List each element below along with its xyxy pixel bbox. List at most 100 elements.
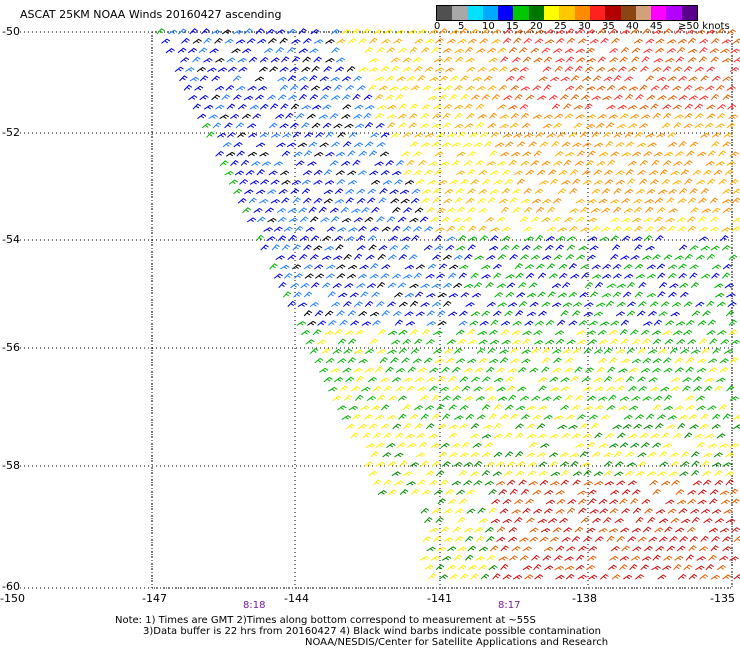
wind-barb [668,208,678,214]
wind-barb [619,442,629,448]
wind-barb [421,329,431,336]
wind-barb [691,516,700,524]
wind-barb [531,216,540,223]
wind-barb [443,103,453,110]
wind-barb [196,66,206,73]
wind-barb [454,123,464,129]
wind-barb [677,198,687,204]
wind-barb [565,152,575,157]
wind-barb [467,328,476,336]
wind-barb [435,564,445,571]
wind-barb [161,38,171,44]
wind-barb [725,310,735,317]
wind-barb [418,159,427,166]
wind-barb [313,169,323,176]
wind-barb [417,479,426,486]
wind-barb [665,217,675,223]
wind-barb [666,39,677,44]
wind-barb [555,490,565,496]
wind-barb [475,122,485,129]
wind-barb [505,291,515,298]
wind-barb [621,235,631,242]
wind-barb [456,151,466,157]
wind-barb [221,94,230,101]
wind-barb [487,47,497,54]
wind-barb [550,481,560,486]
wind-barb [668,141,678,148]
wind-barb [545,28,555,35]
wind-barb [604,375,613,383]
wind-barb [525,452,536,458]
wind-barb [387,254,397,260]
wind-barb [557,188,567,195]
wind-barb [728,114,738,120]
wind-barb [300,282,310,289]
wind-barb [706,29,716,35]
wind-barb [730,498,740,505]
wind-barb [387,349,397,355]
wind-barb [655,47,665,54]
wind-barb [492,573,501,580]
wind-barb [337,338,347,345]
wind-barb [417,367,427,373]
wind-barb [380,273,390,279]
wind-barb [470,423,480,430]
wind-barb [718,150,727,157]
wind-barb [609,508,619,514]
wind-barb [573,122,583,129]
wind-barb [509,488,518,495]
wind-barb [605,386,615,392]
wind-barb [683,160,693,166]
wind-barb [397,113,407,119]
wind-barb [589,509,599,514]
wind-barb [434,151,444,157]
wind-barb [617,104,627,110]
wind-barb [341,76,351,82]
wind-barb [624,273,634,279]
lon-label: -141 [427,592,452,605]
wind-barb [574,160,584,166]
legend-swatch [666,6,682,20]
wind-barb [531,347,540,354]
wind-barb [512,320,522,326]
wind-barb [606,84,616,91]
wind-barb [313,39,324,44]
wind-barb [300,84,309,91]
wind-barb [275,47,284,54]
wind-barb [453,554,463,561]
wind-barb [725,471,735,477]
wind-barb [543,508,553,514]
wind-barb [309,48,319,54]
wind-barb [728,254,738,260]
wind-barb [471,94,480,101]
wind-barb [552,197,562,204]
wind-barb [383,479,392,486]
wind-barb [643,321,653,326]
wind-barb [632,507,642,514]
wind-barb [722,462,732,467]
wind-barb [600,414,610,420]
wind-barb [552,527,562,533]
wind-barb [463,160,473,166]
wind-barb [346,273,357,279]
wind-barb [659,169,668,176]
wind-barb [350,432,359,439]
wind-barb [387,395,397,401]
wind-barb [395,29,405,35]
wind-barb [376,46,385,54]
wind-barb [276,207,287,214]
wind-barb [647,142,657,148]
wind-barb [676,46,686,54]
wind-barb [257,85,268,91]
wind-barb [587,489,597,495]
wind-barb [212,122,222,129]
wind-barb [714,479,724,486]
wind-barb [509,122,519,129]
wind-barb [652,29,662,35]
wind-barb [545,235,555,242]
wind-barb [607,67,617,73]
wind-barb [616,385,625,392]
wind-barb [571,433,581,439]
wind-barb [583,386,593,392]
wind-barb [277,94,287,101]
